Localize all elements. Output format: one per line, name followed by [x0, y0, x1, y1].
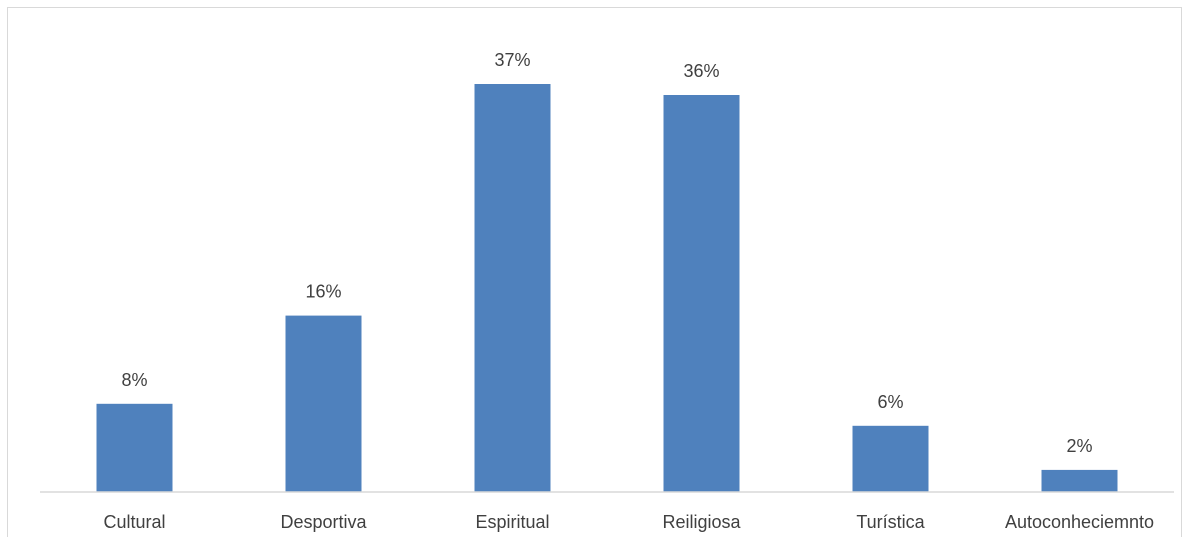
x-tick-label-espiritual: Espiritual — [475, 512, 549, 532]
x-tick-label-desportiva: Desportiva — [280, 512, 367, 532]
bar-espiritual — [474, 84, 551, 492]
x-tick-label-turística: Turística — [856, 512, 925, 532]
x-tick-labels-group: Cultural Desportiva Espiritual Reiligiosa Tu… — [103, 512, 1154, 532]
x-tick-label-autoconheciemnto: Autoconheciemnto — [1005, 512, 1154, 532]
data-label-desportiva: 16% — [305, 282, 341, 302]
x-tick-label-reiligiosa: Reiligiosa — [662, 512, 741, 532]
bar-desportiva — [285, 315, 362, 492]
bars-group — [96, 84, 1118, 492]
chart-frame — [7, 7, 1182, 537]
bar-cultural — [96, 403, 173, 492]
data-label-reiligiosa: 36% — [683, 61, 719, 81]
data-label-cultural: 8% — [121, 370, 147, 390]
bar-reiligiosa — [663, 95, 740, 492]
bar-turística — [852, 425, 929, 492]
x-tick-label-cultural: Cultural — [103, 512, 165, 532]
data-label-espiritual: 37% — [494, 50, 530, 70]
data-label-turística: 6% — [877, 392, 903, 412]
data-label-autoconheciemnto: 2% — [1066, 436, 1092, 456]
bar-autoconheciemnto — [1041, 469, 1118, 492]
